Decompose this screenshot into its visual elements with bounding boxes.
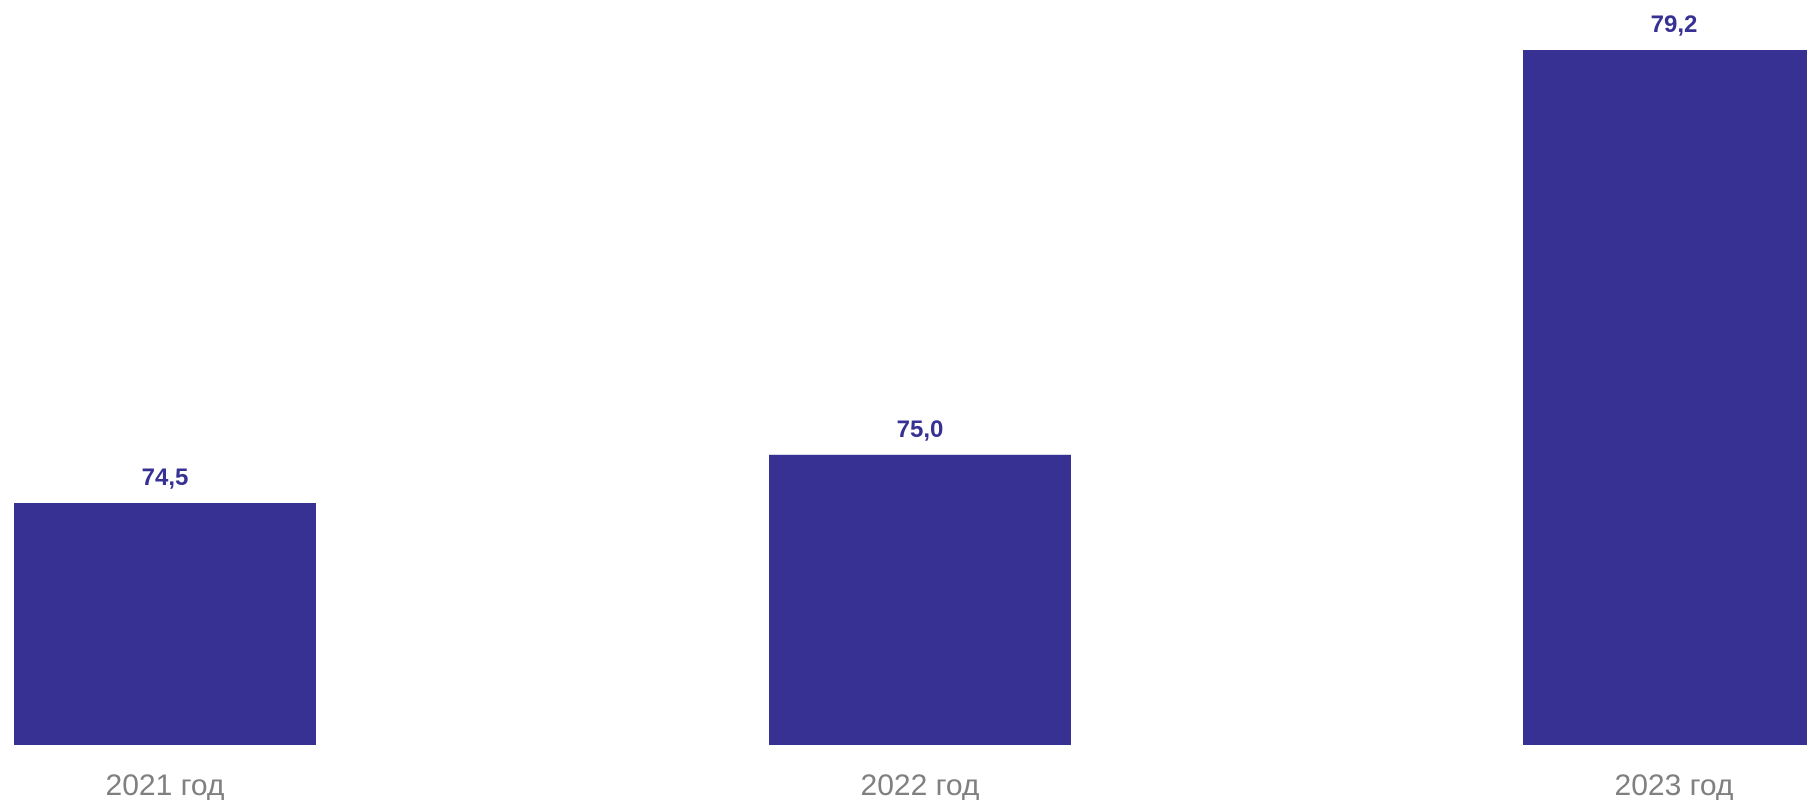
- category-label-2: 2022 год: [861, 769, 980, 800]
- value-labels-group: 74,5 75,0 79,2: [142, 11, 1698, 491]
- category-label-3: 2023 год: [1615, 769, 1734, 800]
- value-label-3: 79,2: [1651, 11, 1698, 38]
- value-label-1: 74,5: [142, 464, 189, 491]
- bar-1: [14, 503, 316, 745]
- category-label-1: 2021 год: [106, 769, 225, 800]
- bars-group: [14, 50, 1807, 745]
- bar-2: [769, 454, 1071, 745]
- category-labels-group: 2021 год 2022 год 2023 год: [106, 769, 1734, 800]
- bar-3: [1523, 50, 1807, 745]
- value-label-2: 75,0: [897, 416, 944, 443]
